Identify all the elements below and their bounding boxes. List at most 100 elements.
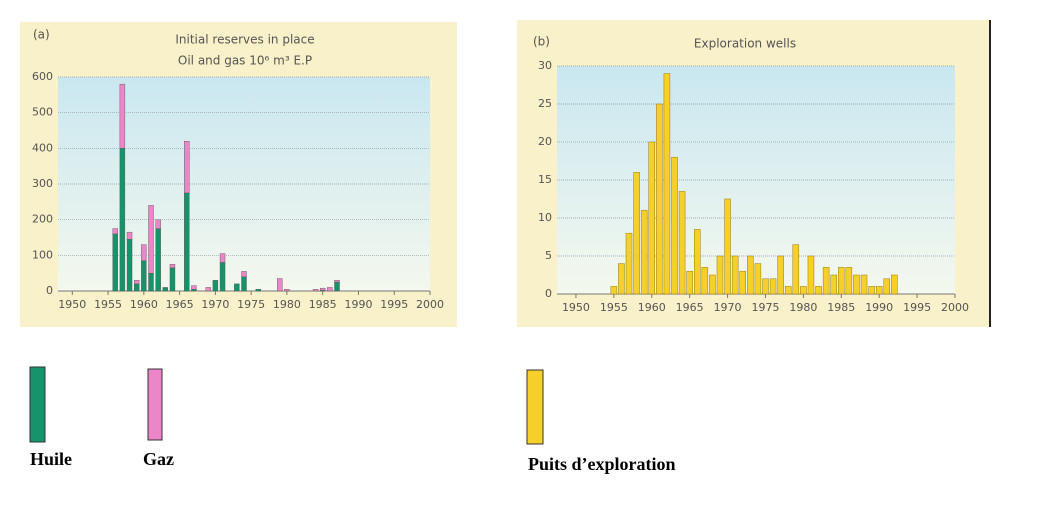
bar-segment: [219, 253, 226, 263]
bar-segment: [126, 231, 133, 240]
bar: [762, 278, 769, 295]
bar-segment: [241, 276, 247, 292]
bar-segment: [133, 283, 140, 292]
legend-label: Gaz: [143, 449, 174, 469]
bar: [731, 255, 739, 295]
bar: [610, 286, 618, 295]
y-tick-label: 500: [32, 106, 53, 119]
x-tick-label: 1985: [827, 301, 855, 314]
legend-swatch: [29, 366, 46, 443]
bar: [747, 255, 754, 295]
bar: [678, 191, 686, 295]
bar-segment: [112, 233, 118, 292]
bar: [875, 286, 883, 295]
bar-segment: [312, 289, 319, 292]
y-tick-label: 15: [538, 173, 552, 186]
bar: [739, 270, 746, 295]
bar: [860, 274, 868, 295]
bar: [815, 286, 822, 295]
bar-segment: [133, 280, 140, 285]
bar-segment: [334, 280, 340, 283]
x-tick-label: 1960: [638, 301, 666, 314]
bar: [838, 267, 845, 295]
bar: [754, 263, 762, 295]
y-tick-label: 200: [32, 213, 53, 226]
legend-label: Puits d’exploration: [528, 454, 676, 474]
bar: [777, 255, 784, 295]
x-tick-label: 1990: [865, 301, 893, 314]
x-tick-label: 1985: [309, 298, 337, 311]
x-tick-label: 1990: [344, 298, 372, 311]
bar-segment: [212, 280, 219, 292]
bar-segment: [191, 285, 197, 290]
bar: [625, 232, 633, 295]
bar-segment: [148, 272, 154, 292]
bar: [891, 274, 898, 295]
y-tick-label: 25: [538, 97, 552, 110]
x-tick-label: 1950: [562, 301, 590, 314]
bar: [853, 274, 860, 295]
bar: [709, 274, 716, 295]
bar-segment: [241, 271, 247, 277]
bar-segment: [169, 264, 176, 269]
bar: [648, 141, 656, 295]
bar: [656, 103, 663, 295]
bar: [769, 278, 777, 295]
bar: [807, 255, 815, 295]
legend-swatch: [147, 368, 163, 441]
legend-label: Huile: [30, 449, 72, 469]
bar-segment: [169, 267, 176, 292]
y-tick-label: 100: [32, 248, 53, 261]
x-tick-label: 2000: [941, 301, 969, 314]
bar-segment: [319, 287, 326, 291]
bar-segment: [141, 260, 147, 292]
x-tick-label: 1975: [237, 298, 265, 311]
y-tick-label: 400: [32, 141, 53, 154]
bar-segment: [184, 140, 190, 194]
bar-segment: [205, 287, 211, 292]
bar-segment: [334, 281, 340, 292]
x-tick-label: 1970: [201, 298, 229, 311]
bar: [686, 270, 693, 295]
bar-segment: [162, 287, 169, 292]
bar: [633, 172, 640, 295]
x-tick-label: 1965: [676, 301, 704, 314]
panel-label: (a): [33, 28, 50, 42]
bar: [663, 73, 671, 295]
x-tick-label: 1955: [94, 298, 122, 311]
chart-subtitle: Oil and gas 10⁶ m³ E.P: [178, 54, 312, 68]
y-tick-label: 0: [545, 287, 552, 300]
bar: [883, 278, 891, 295]
bar-segment: [155, 228, 161, 292]
bar-segment: [119, 83, 126, 149]
x-tick-label: 1965: [166, 298, 194, 311]
bar-segment: [327, 287, 333, 292]
bar-segment: [141, 244, 147, 261]
bar: [716, 255, 724, 295]
x-tick-label: 1970: [714, 301, 742, 314]
x-tick-label: 1980: [789, 301, 817, 314]
bar: [693, 229, 701, 295]
bar-segment: [191, 289, 197, 292]
y-tick-label: 30: [538, 59, 552, 72]
bar-segment: [112, 228, 118, 235]
bar-segment: [155, 219, 161, 229]
x-tick-label: 1975: [751, 301, 779, 314]
bar: [784, 286, 792, 295]
chart-title: Initial reserves in place: [175, 33, 314, 47]
bar-segment: [119, 148, 126, 292]
bar-segment: [255, 289, 262, 292]
bar: [845, 267, 853, 295]
x-tick-label: 1995: [903, 301, 931, 314]
bar: [701, 267, 709, 295]
bar: [830, 274, 837, 295]
bar: [640, 210, 648, 295]
chart-title: Exploration wells: [694, 37, 796, 51]
legend-swatch: [526, 369, 544, 445]
bar-segment: [184, 192, 190, 292]
bar-segment: [148, 205, 154, 274]
bar: [724, 198, 731, 295]
bar-segment: [284, 289, 290, 292]
